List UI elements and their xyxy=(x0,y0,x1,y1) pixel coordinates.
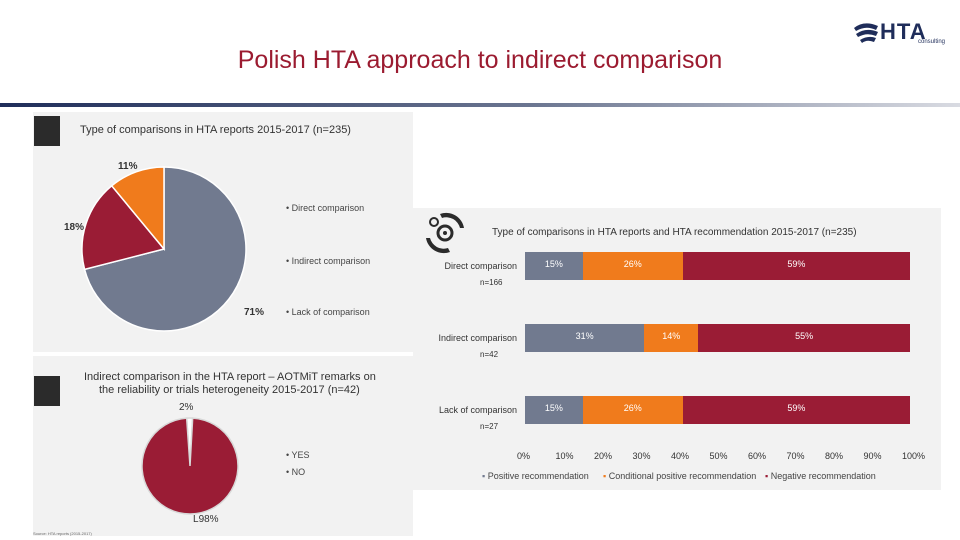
document-icon xyxy=(34,376,60,406)
bar-category-indirect: Indirect comparison xyxy=(438,333,517,343)
pie1-title: Type of comparisons in HTA reports 2015-… xyxy=(80,124,351,136)
bar-direct-positive: 15% xyxy=(525,252,583,280)
pie1-label-lack: 11% xyxy=(118,161,138,172)
bar-lack-negative: 59% xyxy=(682,396,910,424)
bar-chart-title: Type of comparisons in HTA reports and H… xyxy=(492,227,857,238)
bar-value-label: 59% xyxy=(787,403,806,413)
source-note: Source: HTA reports (2015-2017) xyxy=(33,531,92,536)
x-tick-label: 10% xyxy=(555,451,574,461)
logo-text: HTA xyxy=(880,19,927,44)
pie1-label-direct: 71% xyxy=(244,307,265,318)
bar-value-label: 26% xyxy=(623,259,642,269)
bar-indirect-conditional: 14% xyxy=(644,324,699,352)
x-tick-label: 20% xyxy=(594,451,613,461)
x-tick-label: 80% xyxy=(825,451,844,461)
legend-negative: ▪ Negative recommendation xyxy=(765,471,876,481)
header-rule xyxy=(0,103,960,107)
bar-direct-negative: 59% xyxy=(682,252,910,280)
pie2-title-line1: Indirect comparison in the HTA report – … xyxy=(84,371,376,383)
legend-positive: ▪ Positive recommendation xyxy=(482,471,589,481)
gears-cycle-icon xyxy=(426,212,464,254)
page-title: Polish HTA approach to indirect comparis… xyxy=(237,46,723,74)
logo-subtext: consulting xyxy=(918,39,946,45)
bar-value-label: 14% xyxy=(662,331,681,341)
bar-value-label: 15% xyxy=(544,259,563,269)
bar-direct-conditional: 26% xyxy=(582,252,683,280)
pie-slice-no xyxy=(141,417,239,515)
pie2-legend-yes: • YES xyxy=(286,450,310,460)
pie1-label-indirect: 18% xyxy=(64,222,85,233)
x-tick-label: 100% xyxy=(902,451,926,461)
legend-conditional: ▪ Conditional positive recommendation xyxy=(603,471,757,481)
x-tick-label: 70% xyxy=(786,451,805,461)
pie-slice-lack-of-comparison xyxy=(110,166,165,252)
x-tick-label: 90% xyxy=(863,451,882,461)
bar-lack-conditional: 26% xyxy=(582,396,683,424)
pie-slice-direct-comparison xyxy=(83,166,247,332)
bar-n-lack: n=27 xyxy=(480,422,499,431)
bar-indirect-positive: 31% xyxy=(525,324,645,352)
x-tick-label: 60% xyxy=(748,451,767,461)
bar-value-label: 15% xyxy=(544,403,563,413)
pie1-legend-lack: • Lack of comparison xyxy=(286,307,370,317)
bar-lack-positive: 15% xyxy=(525,396,583,424)
pie-slice-indirect-comparison xyxy=(81,184,166,271)
pie2-label-no: L98% xyxy=(193,514,219,525)
pie2-title-line2: the reliability or trials heterogeneity … xyxy=(99,384,360,396)
pie1-legend-direct: • Direct comparison xyxy=(286,203,365,213)
bar-value-label: 31% xyxy=(575,331,594,341)
x-tick-label: 50% xyxy=(709,451,728,461)
pie1-chart xyxy=(81,166,247,332)
pie2-chart xyxy=(141,417,239,515)
pie1-legend-indirect: • Indirect comparison xyxy=(286,256,371,266)
hta-logo-icon xyxy=(854,23,878,43)
bar-indirect-negative: 55% xyxy=(698,324,910,352)
bar-value-label: 26% xyxy=(623,403,642,413)
bar-value-label: 59% xyxy=(787,259,806,269)
pie2-legend-no: • NO xyxy=(286,467,306,477)
x-tick-label: 40% xyxy=(671,451,690,461)
x-tick-label: 0% xyxy=(517,451,531,461)
pie2-label-yes: 2% xyxy=(179,402,194,413)
bar-n-direct: n=166 xyxy=(480,278,503,287)
bar-value-label: 55% xyxy=(795,331,814,341)
bar-n-indirect: n=42 xyxy=(480,350,499,359)
x-tick-label: 30% xyxy=(632,451,651,461)
bar-category-direct: Direct comparison xyxy=(444,261,517,271)
bar-category-lack: Lack of comparison xyxy=(438,405,517,415)
book-icon xyxy=(34,116,60,146)
